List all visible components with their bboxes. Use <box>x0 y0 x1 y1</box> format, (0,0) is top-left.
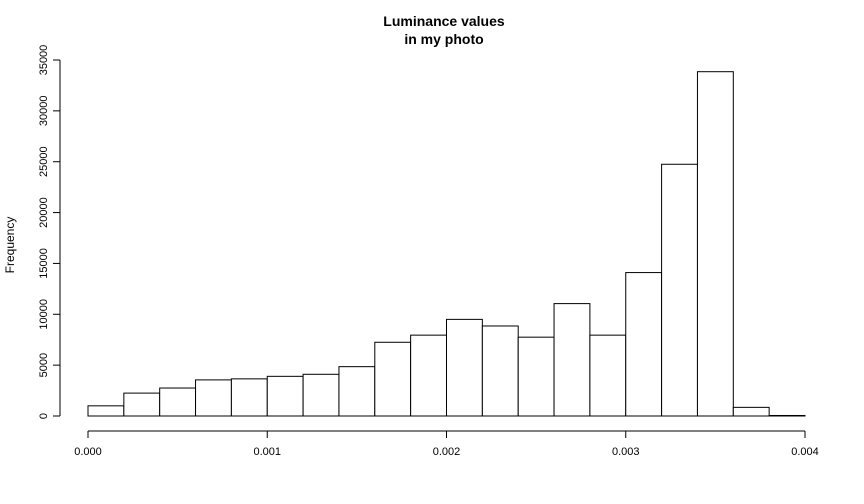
chart-title-line-1: Luminance values <box>383 13 505 29</box>
histogram-bar <box>553 303 591 417</box>
y-tick-label: 25000 <box>38 146 50 177</box>
chart-title-line-2: in my photo <box>404 31 483 47</box>
histogram-bar <box>302 373 340 417</box>
histogram-bar <box>589 334 627 417</box>
histogram-bar <box>625 272 663 417</box>
histogram-bar <box>374 341 412 417</box>
histogram-bar <box>87 405 125 417</box>
y-tick-label: 15000 <box>38 248 50 279</box>
histogram-bar <box>159 387 197 417</box>
histogram-bar <box>768 414 806 417</box>
x-tick-label: 0.001 <box>253 446 281 458</box>
histogram-bar <box>732 406 770 417</box>
histogram-bar <box>266 375 304 417</box>
x-tick-label: 0.003 <box>612 446 640 458</box>
histogram-bars <box>87 71 806 417</box>
y-axis-label: Frequency <box>3 217 17 274</box>
histogram-bar <box>230 378 268 417</box>
y-tick-label: 35000 <box>38 45 50 76</box>
x-tick-label: 0.000 <box>74 446 102 458</box>
histogram-bar <box>517 336 555 417</box>
histogram-bar <box>410 334 447 417</box>
x-axis: 0.000 0.001 0.002 0.003 0.004 <box>74 430 819 458</box>
histogram-bar <box>661 163 698 417</box>
histogram-bar <box>123 392 161 417</box>
histogram-bar <box>338 366 376 417</box>
y-tick-label: 10000 <box>38 299 50 330</box>
x-tick-label: 0.002 <box>433 446 461 458</box>
histogram-bar <box>481 325 519 417</box>
y-axis: 0 5000 10000 15000 20000 25000 30000 35000 <box>38 45 61 419</box>
y-tick-label: 5000 <box>38 353 50 377</box>
histogram-bar <box>195 379 232 417</box>
y-tick-label: 30000 <box>38 96 50 127</box>
histogram-bar <box>446 318 483 417</box>
y-tick-label: 20000 <box>38 197 50 228</box>
x-tick-label: 0.004 <box>791 446 819 458</box>
histogram-bar <box>696 71 734 417</box>
y-tick-label: 0 <box>38 413 50 419</box>
